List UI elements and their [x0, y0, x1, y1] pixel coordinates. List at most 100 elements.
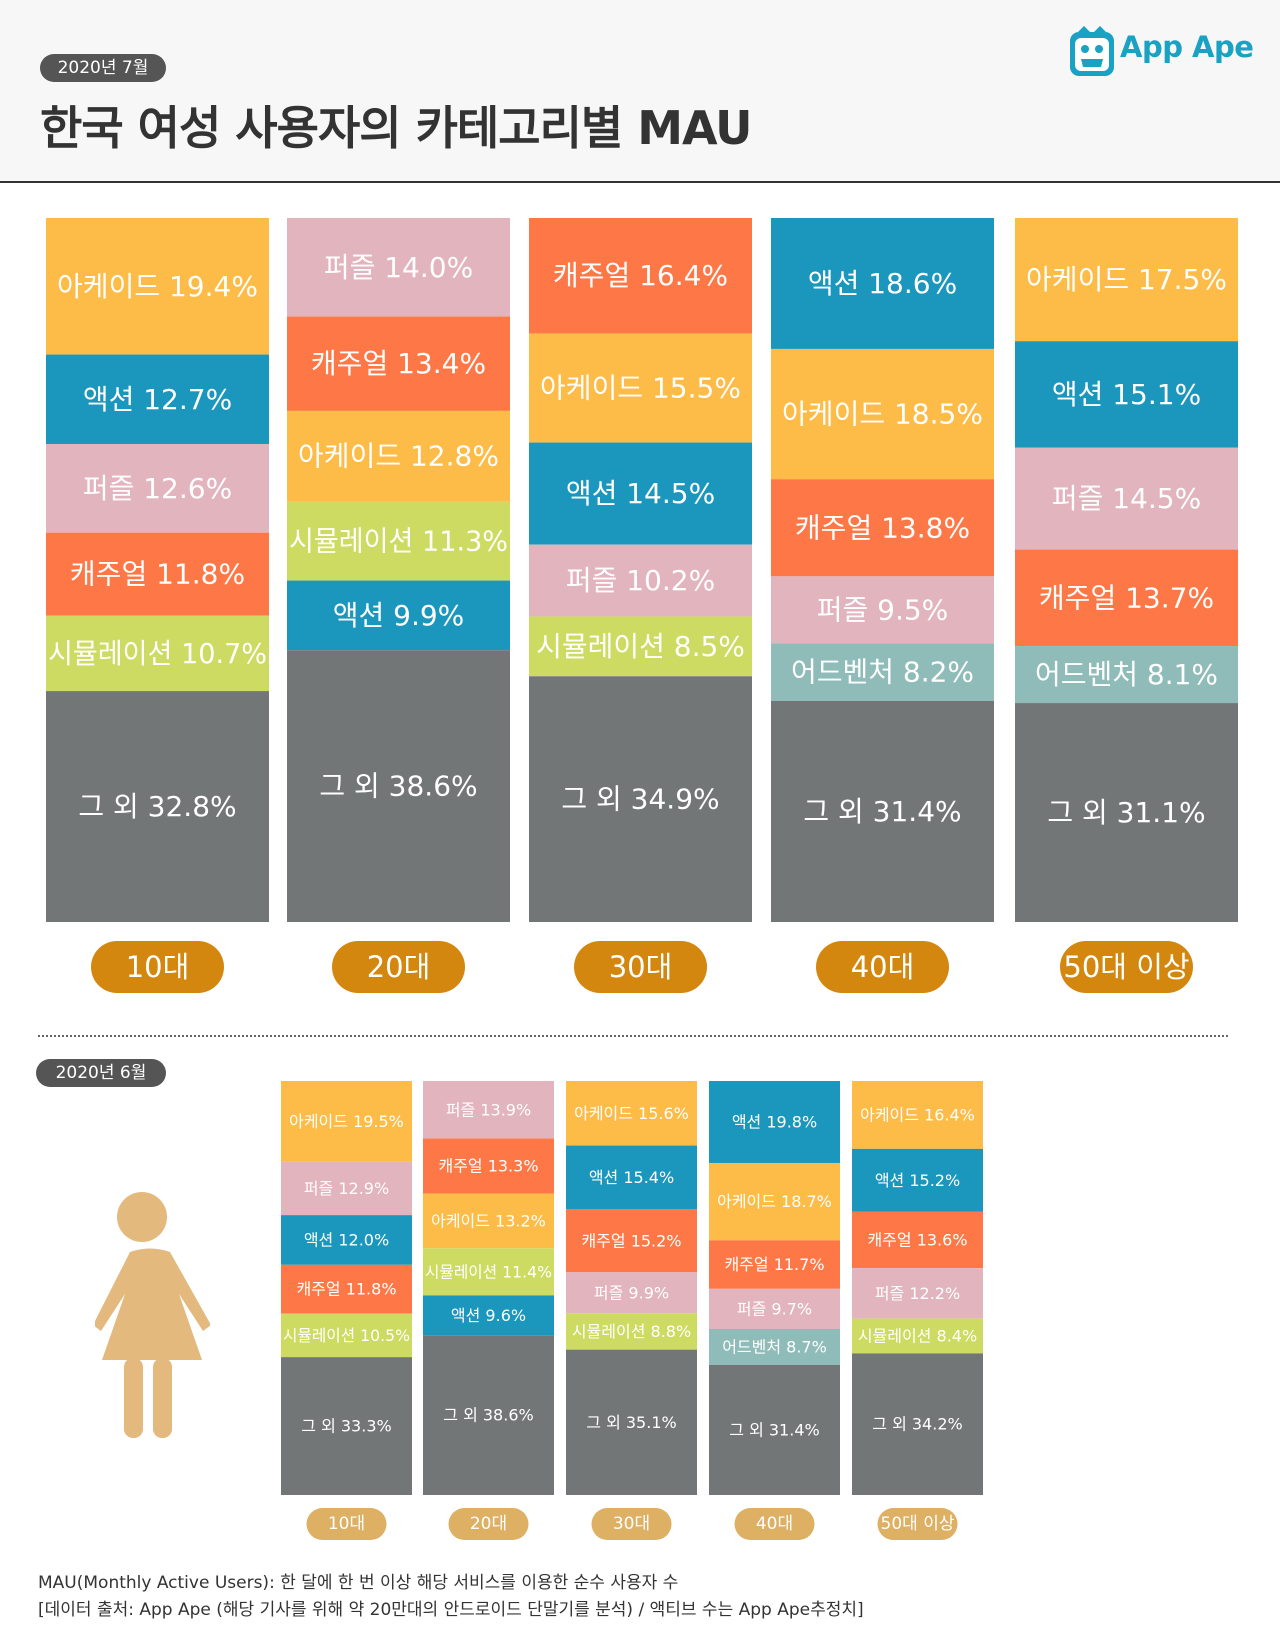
data-label-20대-그 외: 그 외 38.6%: [443, 1406, 533, 1425]
data-label-40대-어드벤처: 어드벤처 8.2%: [791, 656, 974, 689]
data-label-10대-캐주얼: 캐주얼 11.8%: [70, 558, 245, 591]
data-label-40대-아케이드: 아케이드 18.7%: [717, 1192, 832, 1211]
data-label-10대-아케이드: 아케이드 19.4%: [57, 270, 258, 303]
data-label-10대-퍼즐: 퍼즐 12.6%: [83, 472, 232, 505]
data-label-20대-퍼즐: 퍼즐 14.0%: [324, 251, 473, 284]
data-label-10대-그 외: 그 외 32.8%: [78, 790, 236, 823]
bar-segment-40대-아케이드: [709, 1162, 840, 1241]
bar-segment-40대-액션: [771, 218, 994, 349]
data-label-20대-액션: 액션 9.6%: [451, 1306, 526, 1325]
bar-segment-30대-아케이드: [529, 333, 752, 443]
data-label-10대-퍼즐: 퍼즐 12.9%: [304, 1179, 389, 1198]
bar-segment-30대-그 외: [529, 676, 752, 922]
category-pill-10대: [91, 941, 224, 993]
data-label-30대-아케이드: 아케이드 15.6%: [574, 1104, 689, 1123]
category-label-50대 이상: 50대 이상: [1063, 950, 1189, 984]
bar-segment-50대 이상-퍼즐: [1015, 447, 1238, 550]
data-label-40대-퍼즐: 퍼즐 9.5%: [817, 593, 949, 626]
data-label-50대 이상-아케이드: 아케이드 16.4%: [860, 1105, 975, 1124]
ape-mascot-icon: [1070, 26, 1114, 76]
data-label-20대-아케이드: 아케이드 13.2%: [431, 1211, 546, 1230]
bar-segment-50대 이상-시뮬레이션: [852, 1318, 983, 1354]
data-label-20대-시뮬레이션: 시뮬레이션 11.3%: [289, 524, 508, 557]
data-label-20대-그 외: 그 외 38.6%: [319, 770, 477, 803]
data-label-30대-액션: 액션 14.5%: [566, 477, 715, 510]
data-label-30대-퍼즐: 퍼즐 9.9%: [594, 1283, 669, 1302]
category-label-10대: 10대: [328, 1514, 365, 1534]
bar-segment-40대-아케이드: [771, 348, 994, 480]
bar-segment-10대-캐주얼: [46, 532, 269, 616]
data-label-40대-캐주얼: 캐주얼 13.8%: [795, 511, 970, 544]
bar-segment-40대-그 외: [771, 700, 994, 922]
footer-definition: MAU(Monthly Active Users): 한 달에 한 번 이상 해…: [38, 1573, 679, 1593]
data-label-50대 이상-액션: 액션 15.2%: [875, 1171, 960, 1190]
data-label-40대-어드벤처: 어드벤처 8.7%: [722, 1337, 827, 1356]
app-ape-logo: App Ape: [1068, 26, 1258, 78]
category-label-30대: 30대: [613, 1514, 650, 1534]
bar-segment-20대-액션: [287, 580, 510, 651]
data-label-50대 이상-캐주얼: 캐주얼 13.7%: [1039, 581, 1214, 614]
bar-segment-30대-그 외: [566, 1349, 697, 1495]
data-label-10대-시뮬레이션: 시뮬레이션 10.7%: [48, 637, 267, 670]
data-label-30대-그 외: 그 외 34.9%: [561, 783, 719, 816]
bar-segment-40대-어드벤처: [771, 643, 994, 701]
bar-segment-30대-아케이드: [566, 1081, 697, 1146]
bar-segment-20대-퍼즐: [287, 218, 510, 317]
data-label-40대-아케이드: 아케이드 18.5%: [782, 398, 983, 431]
data-label-30대-시뮬레이션: 시뮬레이션 8.8%: [572, 1322, 691, 1341]
bar-segment-10대-아케이드: [46, 218, 269, 355]
bar-segment-50대 이상-캐주얼: [852, 1211, 983, 1269]
data-label-50대 이상-아케이드: 아케이드 17.5%: [1026, 263, 1227, 296]
data-label-20대-캐주얼: 캐주얼 13.3%: [438, 1157, 538, 1176]
bar-segment-50대 이상-퍼즐: [852, 1268, 983, 1319]
date-badge-july: 2020년 7월: [40, 54, 166, 82]
data-label-40대-퍼즐: 퍼즐 9.7%: [737, 1299, 812, 1318]
category-label-40대: 40대: [851, 950, 915, 984]
bar-segment-40대-그 외: [709, 1365, 840, 1495]
bar-segment-30대-시뮬레이션: [566, 1313, 697, 1350]
bar-segment-50대 이상-아케이드: [1015, 218, 1238, 342]
bar-segment-10대-퍼즐: [281, 1161, 412, 1216]
header-band: [0, 0, 1280, 182]
data-label-50대 이상-퍼즐: 퍼즐 12.2%: [875, 1284, 960, 1303]
bar-segment-40대-액션: [709, 1081, 840, 1163]
data-label-20대-캐주얼: 캐주얼 13.4%: [311, 347, 486, 380]
bar-segment-50대 이상-그 외: [1015, 703, 1238, 922]
data-label-20대-퍼즐: 퍼즐 13.9%: [446, 1100, 531, 1119]
bar-segment-20대-시뮬레이션: [287, 501, 510, 581]
data-label-30대-액션: 액션 15.4%: [589, 1168, 674, 1187]
data-label-30대-캐주얼: 캐주얼 15.2%: [581, 1231, 681, 1250]
bar-segment-20대-그 외: [287, 650, 510, 922]
data-label-20대-액션: 액션 9.9%: [333, 599, 465, 632]
data-label-50대 이상-액션: 액션 15.1%: [1052, 378, 1201, 411]
bar-segment-50대 이상-액션: [1015, 341, 1238, 448]
bar-segment-10대-그 외: [46, 691, 269, 922]
bar-segment-20대-퍼즐: [423, 1081, 554, 1139]
data-label-30대-아케이드: 아케이드 15.5%: [540, 372, 741, 405]
data-label-40대-그 외: 그 외 31.4%: [729, 1421, 819, 1440]
category-label-40대: 40대: [756, 1514, 793, 1534]
chart-july: 아케이드 19.4% 액션 12.7% 퍼즐 12.6% 캐주얼 11.8% 시뮬레이션…: [46, 218, 1238, 993]
bar-segment-10대-퍼즐: [46, 443, 269, 533]
bar-segment-30대-퍼즐: [566, 1272, 697, 1314]
bar-segment-30대-캐주얼: [566, 1209, 697, 1273]
data-label-20대-시뮬레이션: 시뮬레이션 11.4%: [425, 1262, 552, 1281]
data-label-30대-캐주얼: 캐주얼 16.4%: [553, 259, 728, 292]
bar-segment-50대 이상-어드벤처: [1015, 646, 1238, 704]
data-label-50대 이상-그 외: 그 외 34.2%: [872, 1415, 962, 1434]
category-pill-50대 이상: [877, 1508, 958, 1540]
bar-segment-50대 이상-아케이드: [852, 1081, 983, 1149]
category-label-20대: 20대: [470, 1514, 507, 1534]
bar-segment-30대-액션: [566, 1145, 697, 1210]
data-label-40대-그 외: 그 외 31.4%: [803, 795, 961, 828]
logo-text: App Ape: [1120, 30, 1254, 64]
data-label-10대-그 외: 그 외 33.3%: [301, 1417, 391, 1436]
category-label-50대 이상: 50대 이상: [881, 1514, 955, 1534]
bar-segment-40대-어드벤처: [709, 1328, 840, 1366]
header-divider: [0, 181, 1280, 183]
bar-segment-10대-아케이드: [281, 1081, 412, 1162]
section-divider: [38, 1035, 1228, 1037]
bar-segment-30대-퍼즐: [529, 544, 752, 617]
bar-segment-20대-시뮬레이션: [423, 1248, 554, 1296]
bar-segment-10대-액션: [46, 354, 269, 444]
